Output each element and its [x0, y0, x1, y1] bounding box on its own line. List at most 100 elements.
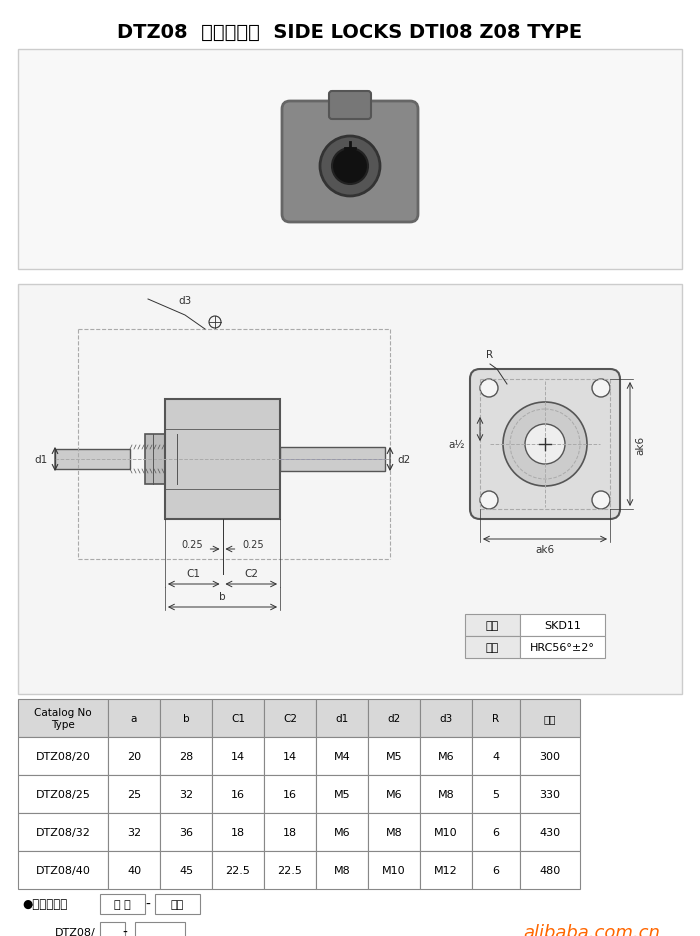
- Text: 28: 28: [179, 752, 193, 761]
- Bar: [472, 775, 520, 813]
- Bar: [420, 699, 472, 738]
- Text: M6: M6: [334, 827, 350, 837]
- Text: HRC56°±2°: HRC56°±2°: [530, 642, 595, 652]
- Bar: [520, 614, 605, 636]
- Bar: [264, 699, 316, 738]
- Bar: [368, 851, 420, 889]
- Text: C2: C2: [244, 568, 258, 578]
- Bar: [155, 894, 200, 914]
- Bar: [212, 738, 264, 775]
- Text: 36: 36: [179, 827, 193, 837]
- Bar: [472, 813, 520, 851]
- Bar: [264, 738, 316, 775]
- Bar: [18, 50, 682, 270]
- Text: R: R: [492, 713, 500, 724]
- Bar: [212, 851, 264, 889]
- Text: 300: 300: [540, 752, 561, 761]
- Text: 20: 20: [127, 752, 141, 761]
- Bar: [316, 851, 368, 889]
- Text: R: R: [486, 350, 493, 359]
- Bar: [145, 434, 185, 485]
- Circle shape: [592, 380, 610, 398]
- Text: M12: M12: [434, 865, 458, 875]
- Bar: [55, 449, 130, 470]
- Text: 330: 330: [540, 789, 561, 799]
- Bar: [316, 738, 368, 775]
- Text: b: b: [219, 592, 226, 601]
- Text: 硬度: 硬度: [486, 642, 499, 652]
- Circle shape: [592, 491, 610, 509]
- Text: DTZ08  模具定位器  SIDE LOCKS DTI08 Z08 TYPE: DTZ08 模具定位器 SIDE LOCKS DTI08 Z08 TYPE: [118, 22, 582, 41]
- Bar: [264, 813, 316, 851]
- Bar: [280, 447, 385, 472]
- Bar: [108, 738, 160, 775]
- Text: C2: C2: [283, 713, 297, 724]
- Bar: [465, 614, 520, 636]
- Text: alibaba.com.cn: alibaba.com.cn: [523, 923, 660, 936]
- Bar: [465, 636, 520, 658]
- Text: 0.25: 0.25: [181, 539, 202, 549]
- Text: M5: M5: [334, 789, 350, 799]
- Text: 22.5: 22.5: [278, 865, 302, 875]
- Text: M10: M10: [434, 827, 458, 837]
- Circle shape: [332, 149, 368, 184]
- Text: 45: 45: [179, 865, 193, 875]
- Bar: [160, 738, 212, 775]
- Bar: [316, 775, 368, 813]
- Bar: [368, 775, 420, 813]
- Text: M5: M5: [386, 752, 402, 761]
- Bar: [212, 699, 264, 738]
- Text: 14: 14: [231, 752, 245, 761]
- Text: C1: C1: [187, 568, 201, 578]
- Bar: [316, 699, 368, 738]
- Text: 6: 6: [493, 865, 500, 875]
- Text: 0.25: 0.25: [242, 539, 264, 549]
- Bar: [520, 738, 580, 775]
- Text: ●订购方法：: ●订购方法：: [22, 898, 67, 911]
- Text: M10: M10: [382, 865, 406, 875]
- Text: 14: 14: [283, 752, 297, 761]
- Bar: [108, 813, 160, 851]
- Circle shape: [480, 380, 498, 398]
- Bar: [368, 699, 420, 738]
- Bar: [420, 851, 472, 889]
- Bar: [18, 813, 108, 851]
- Text: 32: 32: [179, 789, 193, 799]
- Text: 16: 16: [283, 789, 297, 799]
- Text: d1: d1: [35, 455, 48, 464]
- Text: ak6: ak6: [635, 435, 645, 454]
- Bar: [368, 738, 420, 775]
- Bar: [18, 775, 108, 813]
- Text: b: b: [183, 713, 189, 724]
- Bar: [18, 699, 108, 738]
- Bar: [520, 699, 580, 738]
- Bar: [18, 851, 108, 889]
- FancyBboxPatch shape: [282, 102, 418, 223]
- Text: 25: 25: [127, 789, 141, 799]
- Text: 材质: 材质: [486, 621, 499, 630]
- Bar: [100, 894, 145, 914]
- Bar: [264, 775, 316, 813]
- Bar: [472, 699, 520, 738]
- Text: M6: M6: [438, 752, 454, 761]
- Text: 6: 6: [493, 827, 500, 837]
- Text: 数量: 数量: [170, 899, 183, 909]
- Text: d3: d3: [178, 296, 192, 306]
- Text: ak6: ak6: [536, 545, 554, 554]
- Bar: [520, 813, 580, 851]
- Text: M6: M6: [386, 789, 402, 799]
- Bar: [472, 851, 520, 889]
- Text: a½: a½: [449, 440, 465, 449]
- Bar: [108, 699, 160, 738]
- Text: 4: 4: [492, 752, 500, 761]
- Circle shape: [525, 425, 565, 464]
- Text: 代 号: 代 号: [113, 899, 130, 909]
- Bar: [420, 775, 472, 813]
- Text: M4: M4: [334, 752, 351, 761]
- Text: d2: d2: [397, 455, 410, 464]
- Text: DTZ08/: DTZ08/: [55, 927, 96, 936]
- Bar: [108, 851, 160, 889]
- Text: DTZ08/20: DTZ08/20: [36, 752, 90, 761]
- Bar: [520, 775, 580, 813]
- Text: DTZ08/40: DTZ08/40: [36, 865, 90, 875]
